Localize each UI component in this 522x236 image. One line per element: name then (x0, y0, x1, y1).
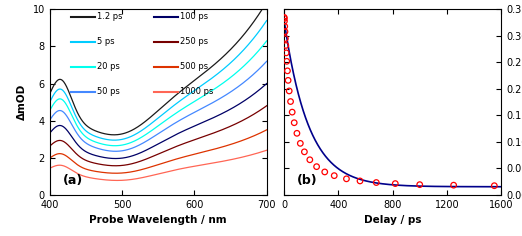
Point (321, 170, 329, 174)
Text: 500 ps: 500 ps (180, 62, 208, 71)
Point (306, 158, 314, 162)
Point (280, 19, 289, 23)
Y-axis label: ΔmOD: ΔmOD (17, 84, 27, 120)
Text: 100 ps: 100 ps (180, 12, 208, 21)
Point (281, 37, 290, 40)
Point (280, 16, 288, 19)
Point (372, 181, 381, 184)
Point (280, 25, 289, 28)
Point (282, 51, 290, 55)
Text: 20 ps: 20 ps (97, 62, 120, 71)
Point (282, 59, 291, 63)
Text: (b): (b) (297, 174, 318, 187)
Text: 50 ps: 50 ps (97, 87, 120, 96)
X-axis label: Delay / ps: Delay / ps (364, 215, 421, 225)
Point (296, 141, 304, 145)
Point (288, 110, 296, 114)
Point (416, 183, 424, 186)
Point (282, 44, 290, 47)
Text: 1000 ps: 1000 ps (180, 87, 213, 96)
Text: (a): (a) (63, 174, 83, 187)
Point (287, 100, 295, 103)
Point (391, 182, 399, 185)
X-axis label: Probe Wavelength / nm: Probe Wavelength / nm (89, 215, 227, 225)
Point (300, 150, 309, 154)
Point (449, 183, 458, 187)
Point (342, 177, 351, 181)
Point (290, 121, 299, 125)
Point (283, 69, 292, 73)
Point (356, 179, 364, 183)
Point (330, 174, 338, 177)
Point (281, 30, 289, 34)
Point (285, 89, 293, 93)
Point (313, 165, 321, 169)
Point (280, 17, 289, 20)
Text: 5 ps: 5 ps (97, 37, 115, 46)
Point (293, 131, 301, 135)
Text: 250 ps: 250 ps (180, 37, 208, 46)
Point (490, 184, 499, 188)
Point (284, 79, 292, 82)
Text: 1.2 ps: 1.2 ps (97, 12, 123, 21)
